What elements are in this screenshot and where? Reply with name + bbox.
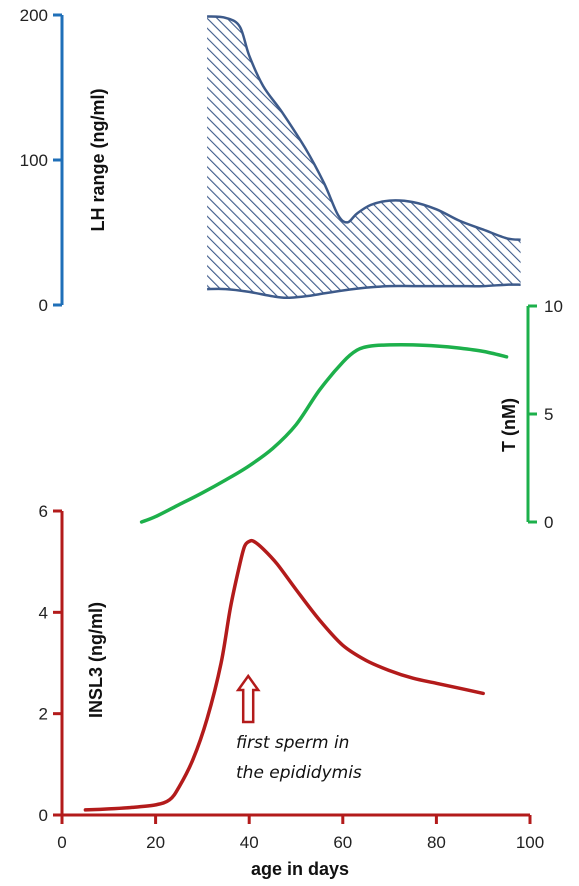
testosterone-tick-label: 5 [544, 405, 553, 424]
testosterone-line [139, 343, 509, 524]
lh-panel: 0 100 200 LH range (ng/ml) [20, 6, 521, 315]
lh-tick-label: 100 [20, 151, 48, 170]
insl3-tick-label: 2 [39, 705, 48, 724]
testosterone-y-ticks: 0 5 10 [528, 297, 563, 532]
testosterone-panel: 0 5 10 T (nM) [139, 297, 563, 532]
insl3-y-ticks: 0 2 4 6 [39, 502, 62, 825]
testosterone-tick-label: 10 [544, 297, 563, 316]
insl3-tick-label: 6 [39, 502, 48, 521]
lh-tick-label: 0 [39, 296, 48, 315]
x-axis-ticks: 0 20 40 60 80 100 [57, 815, 544, 852]
annotation-line-2: the epididymis [236, 763, 362, 783]
x-tick-label: 40 [240, 833, 259, 852]
insl3-tick-label: 0 [39, 806, 48, 825]
insl3-y-axis-label: INSL3 (ng/ml) [86, 602, 106, 718]
x-axis-label: age in days [251, 859, 349, 879]
insl3-panel: 0 2 4 6 INSL3 (ng/ml) first sperm in the ep… [39, 502, 485, 825]
lh-lower-line [207, 283, 521, 300]
insl3-line [83, 538, 485, 812]
x-tick-label: 20 [146, 833, 165, 852]
testosterone-tick-label: 0 [544, 513, 553, 532]
lh-range-area [207, 16, 521, 298]
annotation-line-1: first sperm in [236, 733, 349, 753]
lh-y-ticks: 0 100 200 [20, 6, 62, 315]
lh-y-axis-label: LH range (ng/ml) [88, 88, 108, 231]
up-arrow-icon [235, 673, 261, 724]
testosterone-y-axis-label: T (nM) [499, 398, 519, 452]
x-tick-label: 60 [333, 833, 352, 852]
insl3-tick-label: 4 [39, 603, 48, 622]
lh-tick-label: 200 [20, 6, 48, 25]
x-tick-label: 100 [516, 833, 544, 852]
lh-upper-line [206, 15, 521, 242]
x-tick-label: 0 [57, 833, 66, 852]
x-tick-label: 80 [427, 833, 446, 852]
x-axis-group: 0 20 40 60 80 100 age in days [57, 813, 544, 879]
